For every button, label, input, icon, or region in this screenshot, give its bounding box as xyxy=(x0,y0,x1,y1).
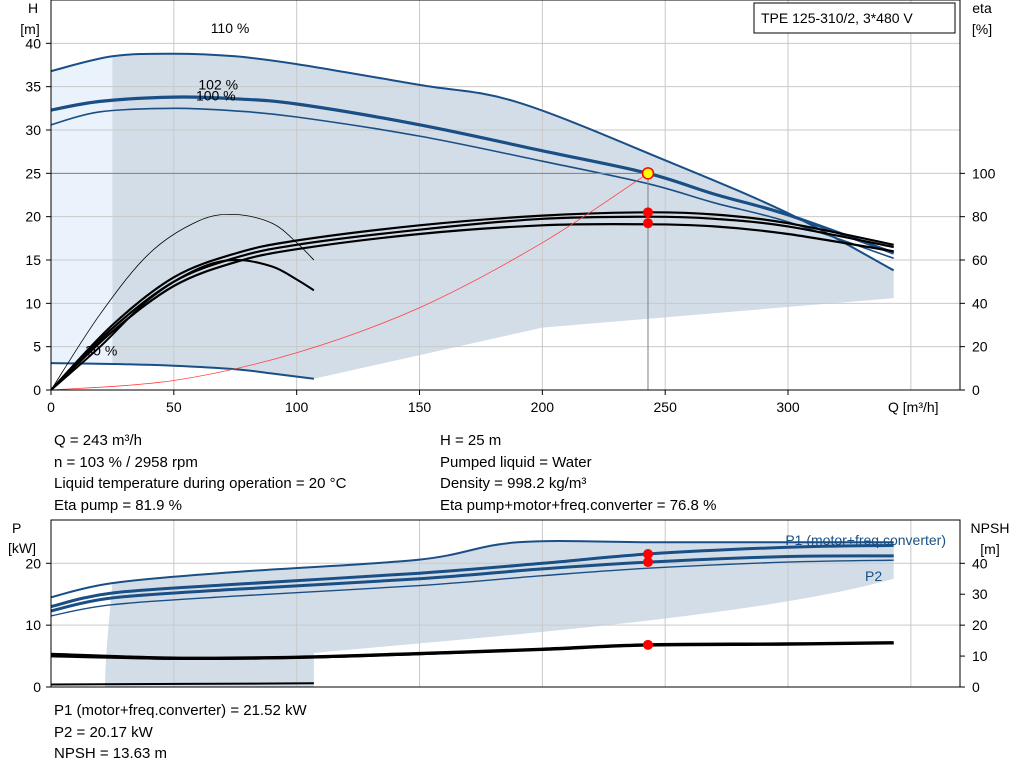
power-curve-power-4 xyxy=(51,682,314,686)
curve-head-0 xyxy=(51,52,895,272)
y-tick-label: 20 xyxy=(25,209,41,225)
y-axis-unit-eta: [%] xyxy=(972,21,992,37)
y-tick-label: 25 xyxy=(25,165,41,181)
curve-efficiency-8 xyxy=(51,213,315,390)
p2-value: P2 = 20.17 kW xyxy=(54,723,153,741)
npsh-tick-label: 20 xyxy=(972,617,988,633)
x-tick-label: 50 xyxy=(166,399,182,415)
pump-model-box xyxy=(753,2,956,34)
x-tick-label: 0 xyxy=(47,399,55,415)
power-curve-power-0 xyxy=(51,540,894,599)
power-y-tick-label: 0 xyxy=(33,679,41,695)
npsh-tick-label: 10 xyxy=(972,648,988,664)
y-tick-label: 30 xyxy=(25,122,41,138)
head-value: H = 25 m xyxy=(440,432,502,449)
y-right-tick-label: 80 xyxy=(972,209,988,225)
operating-info-left: Q = 243 m³/h n = 103 % / 2958 rpm Liquid… xyxy=(54,430,346,516)
density-value: Density = 998.2 kg/m³ xyxy=(440,475,587,492)
power-curve-power-1 xyxy=(51,543,894,609)
y-tick-label: 5 xyxy=(33,339,41,355)
x-tick-label: 250 xyxy=(654,399,678,415)
flow-value: Q = 243 m³/h xyxy=(54,432,142,449)
power-info: P1 (motor+freq.converter) = 21.52 kW P2 … xyxy=(54,700,307,765)
curve-label: 30 % xyxy=(85,342,117,358)
x-tick-label: 100 xyxy=(285,399,309,415)
speed-value: n = 103 % / 2958 rpm xyxy=(54,453,198,471)
y-right-tick-label: 0 xyxy=(972,382,980,398)
curve-head-1 xyxy=(51,95,895,255)
npsh-value: NPSH = 13.63 m xyxy=(54,745,167,762)
curve-efficiency-4 xyxy=(51,223,894,390)
y-axis-unit-p: [kW] xyxy=(8,540,36,556)
liquid-value: Pumped liquid = Water xyxy=(440,453,592,471)
y-axis-label-p: P xyxy=(12,520,21,536)
y-tick-label: 10 xyxy=(25,295,41,311)
y-right-tick-label: 20 xyxy=(972,339,988,355)
operating-info-right: H = 25 m Pumped liquid = Water Density =… xyxy=(440,430,716,516)
npsh-marker xyxy=(642,639,653,650)
power-plot-border xyxy=(50,519,961,688)
y-tick-label: 0 xyxy=(33,382,41,398)
series-label-p1: P1 (motor+freq.converter) xyxy=(785,532,946,548)
curve-label: 110 % xyxy=(211,20,250,36)
x-tick-label: 150 xyxy=(408,399,432,415)
power-y-tick-label: 20 xyxy=(25,555,41,571)
x-tick-label: 200 xyxy=(531,399,555,415)
curve-system-9 xyxy=(51,172,649,390)
series-label-p2: P2 xyxy=(865,568,882,584)
qh-chart: 0 50 100 150 200 250 300 0 5 10 15 20 25 30 35 40 0 20 40 6… xyxy=(20,0,996,415)
eta-pump-value: Eta pump = 81.9 % xyxy=(54,496,182,514)
curve-efficiency-6 xyxy=(51,211,894,390)
power-y-tick-label: 10 xyxy=(25,617,41,633)
npsh-tick-label: 40 xyxy=(972,555,988,571)
y-right-tick-label: 60 xyxy=(972,252,988,268)
npsh-tick-label: 30 xyxy=(972,586,988,602)
x-tick-label: 300 xyxy=(776,399,800,415)
y-right-tick-label: 40 xyxy=(972,295,988,311)
curve-head-3 xyxy=(51,362,315,380)
eta-marker xyxy=(642,207,653,218)
y-axis-label-h: H xyxy=(28,0,38,16)
npsh-tick-label: 0 xyxy=(972,679,980,695)
plot-border xyxy=(50,0,961,391)
pump-model: TPE 125-310/2, 3*480 V xyxy=(761,10,913,26)
power-marker xyxy=(642,549,653,560)
y-axis-unit-h: [m] xyxy=(20,21,39,37)
y-tick-label: 40 xyxy=(25,35,41,51)
x-axis-label: Q [m³/h] xyxy=(888,399,939,415)
power-curve-power-2 xyxy=(51,554,894,613)
y-axis-label-eta: eta xyxy=(972,0,992,16)
curve-head-2 xyxy=(51,107,894,260)
y-right-tick-label: 100 xyxy=(972,165,996,181)
curve-label: 100 % xyxy=(196,88,236,104)
duty-point-marker xyxy=(641,167,655,180)
curve-label: 102 % xyxy=(198,76,238,92)
eta-marker xyxy=(642,218,653,229)
y-tick-label: 15 xyxy=(25,252,41,268)
power-chart: 0 10 20 0 10 20 30 40 P [kW] NPSH [m] P1 (motor… xyxy=(8,519,1010,695)
low-flow-area xyxy=(51,56,113,364)
power-curve-power-3 xyxy=(51,559,894,617)
p1-value: P1 (motor+freq.converter) = 21.52 kW xyxy=(54,702,307,719)
y-axis-unit-npsh: [m] xyxy=(980,541,999,557)
power-operating-area xyxy=(51,541,894,687)
curve-efficiency-7 xyxy=(51,258,315,390)
power-curve-npsh-6 xyxy=(51,642,894,660)
y-tick-label: 35 xyxy=(25,79,41,95)
temperature-value: Liquid temperature during operation = 20… xyxy=(54,475,347,492)
eta-total-value: Eta pump+motor+freq.converter = 76.8 % xyxy=(440,496,717,514)
power-marker xyxy=(642,557,653,568)
y-axis-label-npsh: NPSH xyxy=(971,520,1010,536)
